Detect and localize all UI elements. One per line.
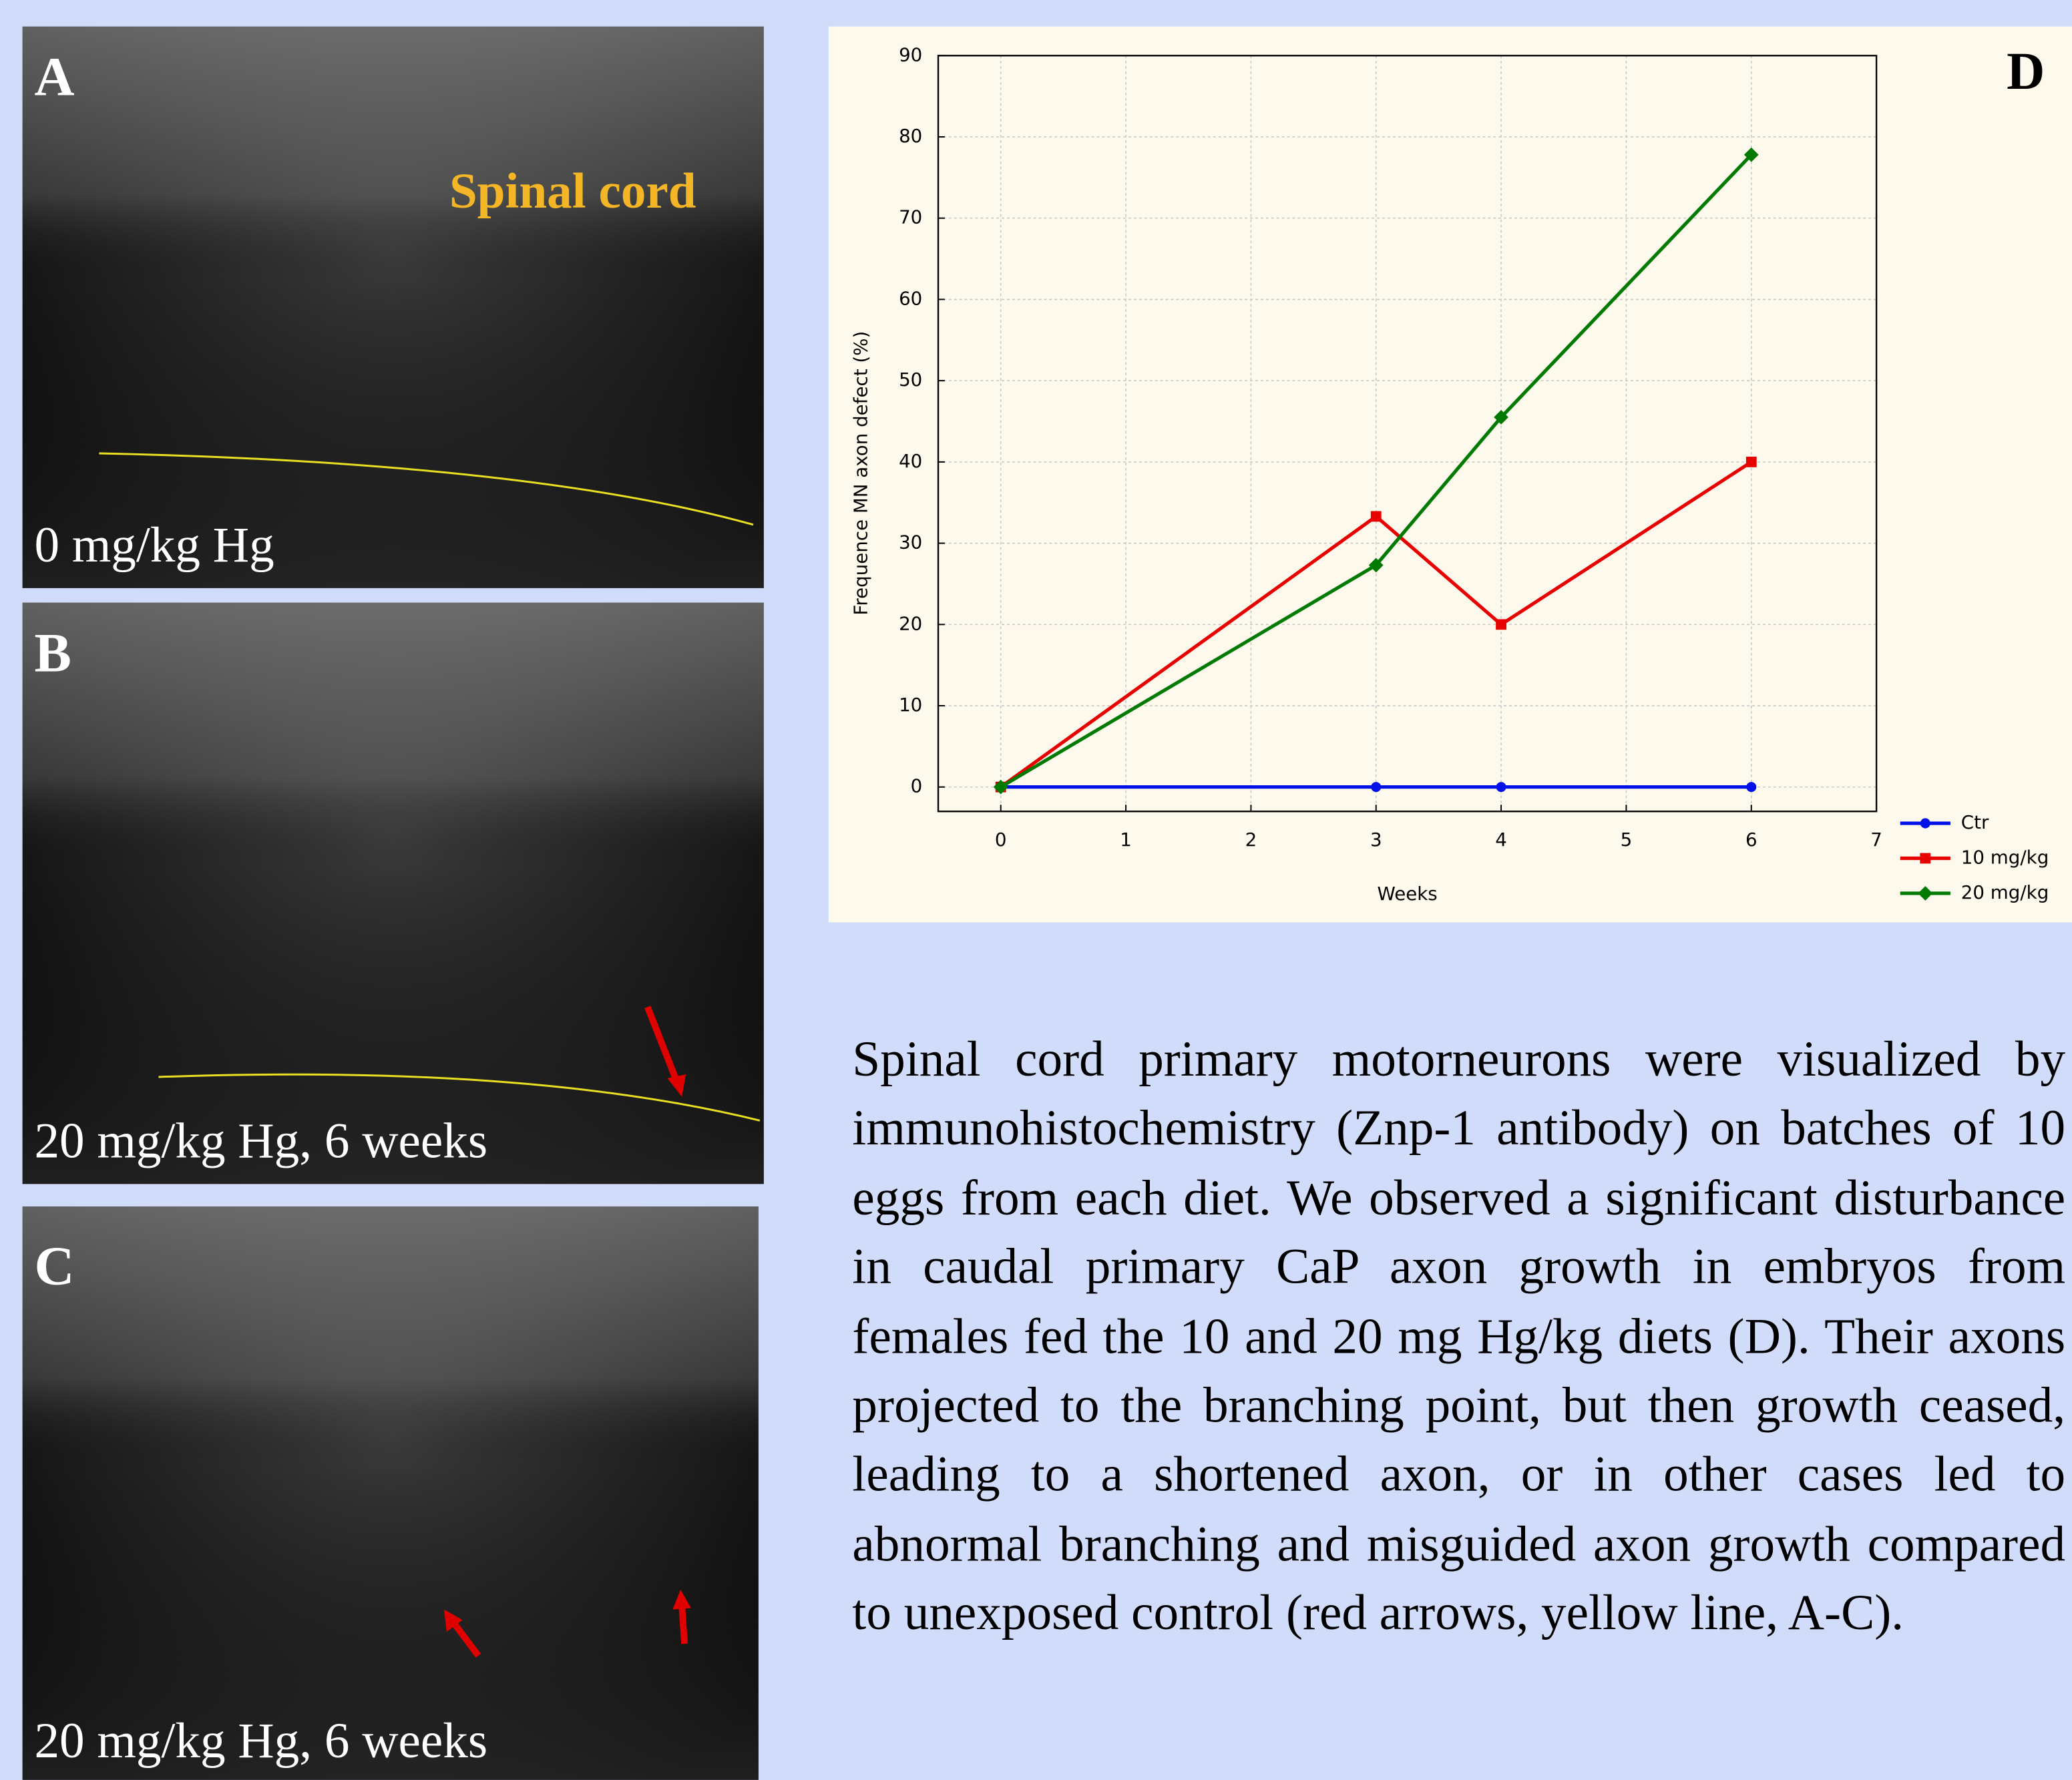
panel-caption: 20 mg/kg Hg, 6 weeks [34,1713,487,1769]
panel-caption: 0 mg/kg Hg [34,517,274,573]
panel-letter: B [34,622,71,683]
y-tick-label: 90 [899,43,922,65]
panel-letter: C [34,1235,74,1297]
legend-label: 20 mg/kg [1961,881,2049,903]
annotation: Spinal cord [449,164,696,219]
x-tick-label: 5 [1621,829,1633,851]
data-point [1746,457,1757,467]
panel-b: B 20 mg/kg Hg, 6 weeks [23,603,764,1184]
legend-label: 10 mg/kg [1961,847,2049,869]
micrograph-shading [23,603,764,1184]
y-tick-label: 80 [899,125,922,147]
red-arrow [682,1606,684,1644]
data-point [1496,619,1506,630]
x-tick-label: 0 [995,829,1007,851]
data-point [1746,782,1756,792]
panel-c: C 20 mg/kg Hg, 6 weeks [23,1206,759,1780]
y-tick-label: 0 [911,775,923,797]
x-tick-label: 3 [1370,829,1382,851]
description-box: Spinal cord primary motorneurons were vi… [852,1026,2065,1713]
y-tick-label: 30 [899,531,922,553]
y-tick-label: 50 [899,369,922,391]
chart-panel: D 0 10 20 30 40 50 60 70 80 90 0 1 2 3 4 5 6 7 Weeks Freque… [829,27,2072,923]
data-point [1371,511,1382,522]
legend-marker [1920,819,1930,829]
micrograph-shading [23,1206,759,1780]
y-tick-label: 70 [899,206,922,228]
panel-letter: D [2007,42,2045,101]
panel-caption: 20 mg/kg Hg, 6 weeks [34,1114,487,1169]
panel-a: A Spinal cord 0 mg/kg Hg [23,27,764,588]
x-tick-label: 2 [1245,829,1257,851]
page: {"panels":[{"letter":"A","caption":"0 mg… [0,0,2072,1780]
y-tick-label: 10 [899,694,922,716]
data-point [1371,782,1381,792]
y-tick-label: 20 [899,612,922,634]
x-axis-label: Weeks [1377,883,1437,905]
legend-marker [1920,853,1930,864]
description: Spinal cord primary motorneurons were vi… [852,1026,2065,1648]
y-axis-label: Frequence MN axon defect (%) [849,331,871,616]
y-tick-label: 60 [899,287,922,309]
panel-letter: A [34,46,74,107]
x-tick-label: 4 [1495,829,1507,851]
x-tick-label: 1 [1120,829,1132,851]
figure: A Spinal cord 0 mg/kg Hg B 20 mg/kg Hg, … [0,0,2072,1780]
x-tick-label: 7 [1870,829,1882,851]
y-tick-label: 40 [899,450,922,472]
data-point [1496,782,1506,792]
micrograph-shading [23,27,764,588]
legend-label: Ctr [1961,811,1989,833]
x-tick-label: 6 [1745,829,1757,851]
